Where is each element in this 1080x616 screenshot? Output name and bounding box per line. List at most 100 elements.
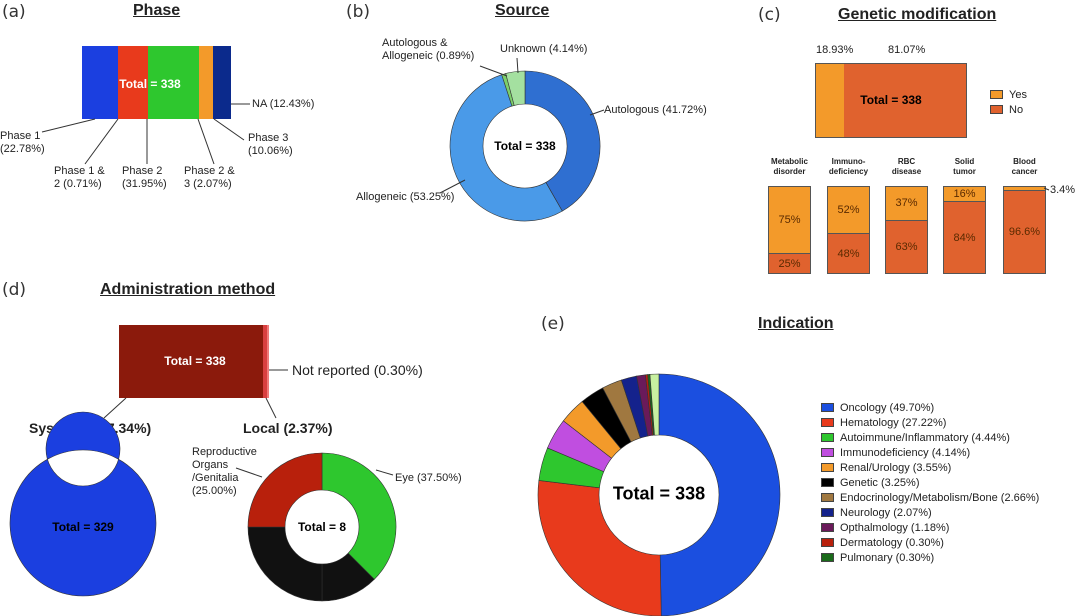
- source-donut: [449, 70, 601, 222]
- source-slice-unknown: [505, 70, 526, 106]
- panel-e-title: Indication: [758, 315, 834, 332]
- phase-2-3-label: Phase 2 & 3 (2.07%): [184, 165, 235, 191]
- genmod-sub-yes-pct: 16%: [953, 188, 976, 201]
- genmod-sub-yes-pct: 37%: [895, 197, 918, 210]
- source-auto-allo-label: Autologous & Allogeneic (0.89%): [382, 37, 474, 63]
- genmod-sub-yes-pct: 75%: [778, 214, 801, 226]
- panel-e-label: (e): [541, 314, 565, 334]
- indication-legend-opthalmology: Opthalmology (1.18%): [821, 522, 949, 535]
- source-slice-autologous: [524, 70, 601, 212]
- indication-legend-hematology: Hematology (27.22%): [821, 417, 946, 430]
- phase-1-label-text: Phase 1 (22.78%): [0, 130, 45, 155]
- genmod-sub-yes-segment: [1004, 187, 1045, 190]
- indication-legend-swatch: [821, 403, 834, 412]
- genmod-sub-category-3: Solid tumor: [953, 157, 976, 176]
- blood-cancer-leader: [1043, 187, 1050, 191]
- genmod-legend-no-swatch: [990, 105, 1003, 114]
- indication-legend-pulmonary: Pulmonary (0.30%): [821, 552, 934, 565]
- phase-1-2-label-text: Phase 1 & 2 (0.71%): [54, 165, 105, 190]
- genmod-sub-category-2: RBC disease: [891, 157, 922, 176]
- indication-legend-swatch: [821, 448, 834, 457]
- phase-stacked-bar: [82, 46, 231, 119]
- indication-legend-swatch: [821, 433, 834, 442]
- phase-1-label: Phase 1 (22.78%): [0, 130, 45, 156]
- local-slice-other2: [247, 526, 323, 602]
- genmod-sub-category-0: Metabolic disorder: [771, 157, 808, 176]
- genmod-sub-no-segment: [886, 219, 927, 273]
- genmod-legend-yes-text: Yes: [1009, 89, 1027, 101]
- genmod-sub-no-pct: 63%: [895, 241, 918, 254]
- admin-local-label: Local (2.37%): [243, 420, 333, 436]
- panel-c-title: Genetic modification: [838, 6, 997, 23]
- genmod-sub-bar-4: 96.6%: [1003, 186, 1046, 274]
- genmod-sub-yes-external-pct: 3.4%: [1050, 184, 1076, 196]
- genmod-legend-no: No: [990, 104, 1023, 117]
- indication-legend-genetic: Genetic (3.25%): [821, 477, 919, 490]
- phase-2-3-label-text: Phase 2 & 3 (2.07%): [184, 165, 235, 190]
- indication-legend-swatch: [821, 463, 834, 472]
- panel-d-label: (d): [2, 280, 27, 300]
- indication-legend-text: Pulmonary (0.30%): [840, 552, 935, 564]
- admin-segment-systemic: [119, 325, 263, 398]
- genmod-sub-category-1: Immuno- deficiency: [828, 157, 869, 176]
- genmod-sub-yes-segment: [769, 187, 810, 253]
- systemic-total-label: Total = 329: [52, 520, 114, 534]
- local-eye-label: Eye (37.50%): [395, 472, 462, 484]
- source-unknown-label: Unknown (4.14%): [500, 43, 588, 55]
- indication-legend-swatch: [821, 418, 834, 427]
- genmod-sub-no-segment: [1004, 189, 1045, 273]
- genmod-sub-yes-pct: 52%: [837, 203, 860, 216]
- phase-total-label: Total = 338: [119, 77, 181, 91]
- panel-b-label: (b): [346, 2, 371, 22]
- genmod-legend-no-text: No: [1009, 104, 1024, 116]
- panel-c-label: (c): [758, 5, 781, 25]
- panel-b-title: Source: [495, 2, 550, 19]
- genmod-sub-no-pct: 25%: [778, 258, 801, 270]
- source-auto-allo-text: Autologous & Allogeneic (0.89%): [382, 37, 475, 62]
- admin-total-label: Total = 338: [164, 354, 226, 368]
- phase-leader-lines: [41, 103, 250, 165]
- phase-segment-na: [199, 46, 213, 119]
- indication-legend-text: Endocrinology/Metabolism/Bone (2.66%): [840, 492, 1040, 504]
- local-slice-reproductive-organs-genitalia: [247, 452, 323, 528]
- phase-na-label: NA (12.43%): [252, 98, 315, 110]
- admin-not-reported-label: Not reported (0.30%): [292, 362, 423, 378]
- genmod-sub-no-segment: [828, 232, 869, 273]
- indication-legend-oncology: Oncology (49.70%): [821, 402, 934, 415]
- source-allogeneic-label: Allogeneic (53.25%): [356, 191, 455, 203]
- genmod-sub-no-segment: [944, 201, 985, 273]
- genmod-stacked-bar: [815, 63, 967, 138]
- genmod-sub-yes-segment: [828, 187, 869, 233]
- phase-3-label-text: Phase 3 (10.06%): [248, 132, 293, 157]
- indication-legend-endocrinology-metabolism-bone: Endocrinology/Metabolism/Bone (2.66%): [821, 492, 1039, 505]
- indication-legend-swatch: [821, 508, 834, 517]
- genmod-yes-top-label: 18.93%: [816, 44, 854, 56]
- phase-1-2-label: Phase 1 & 2 (0.71%): [54, 165, 105, 191]
- indication-legend-renal-urology: Renal/Urology (3.55%): [821, 462, 951, 475]
- phase-segment-phase-2: [118, 46, 148, 119]
- indication-legend-text: Autoimmune/Inflammatory (4.44%): [840, 432, 1010, 444]
- genmod-legend-yes: Yes: [990, 89, 1027, 102]
- genmod-legend-yes-swatch: [990, 90, 1003, 99]
- indication-legend-text: Oncology (49.70%): [840, 402, 935, 414]
- indication-legend-neurology: Neurology (2.07%): [821, 507, 932, 520]
- phase-2-label-text: Phase 2 (31.95%): [122, 165, 167, 190]
- phase-segment-phase-1: [82, 46, 118, 119]
- genmod-sub-yes-segment: [886, 187, 927, 220]
- genmod-sub-bar-1: 52% 48%: [827, 186, 870, 274]
- panel-d-title: Administration method: [100, 281, 276, 298]
- genmod-sub-bar-3: 16% 84%: [943, 186, 986, 274]
- genmod-sub-no-pct: 96.6%: [1008, 226, 1041, 239]
- admin-segment-local: [263, 325, 267, 398]
- indication-legend-immunodeficiency: Immunodeficiency (4.14%): [821, 447, 970, 460]
- local-repro-label: Reproductive Organs /Genitalia (25.00%): [192, 446, 257, 498]
- indication-legend-text: Dermatology (0.30%): [840, 537, 944, 549]
- indication-legend-text: Genetic (3.25%): [840, 477, 920, 489]
- genmod-sub-bar-2: 37% 63%: [885, 186, 928, 274]
- indication-slice-other: [649, 373, 660, 436]
- indication-legend-autoimmune-inflammatory: Autoimmune/Inflammatory (4.44%): [821, 432, 1010, 445]
- phase-3-label: Phase 3 (10.06%): [248, 132, 293, 158]
- indication-legend-dermatology: Dermatology (0.30%): [821, 537, 944, 550]
- genmod-sub-bar-0: 75% 25%: [768, 186, 811, 274]
- genmod-total-label: Total = 338: [860, 93, 922, 107]
